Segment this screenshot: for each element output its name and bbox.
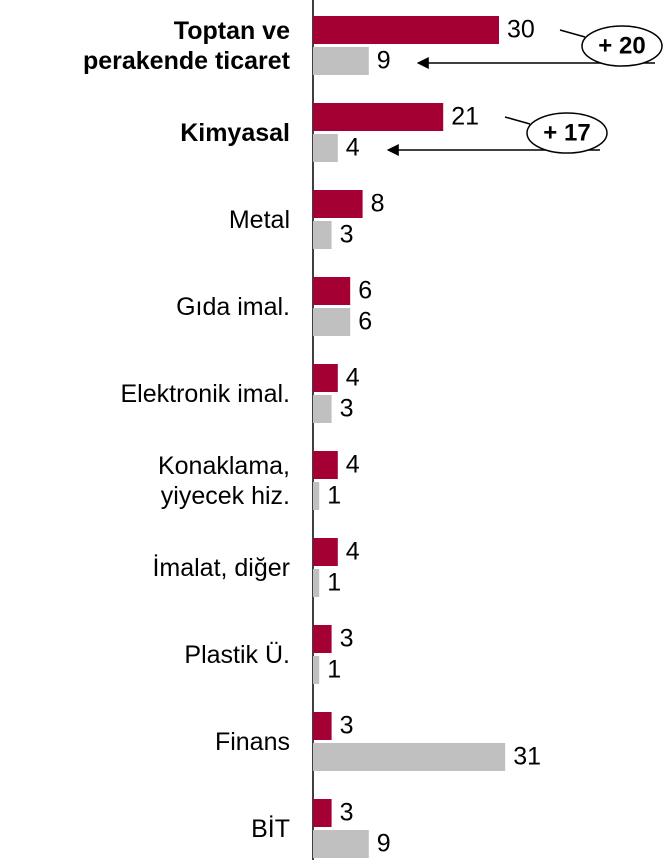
- category-label: Konaklama, yiyecek hiz.: [157, 452, 290, 510]
- bar: [313, 712, 332, 740]
- value-label: 8: [371, 190, 385, 218]
- bar: [313, 656, 320, 684]
- value-label: 21: [451, 103, 479, 131]
- annotation-bubble: [581, 25, 663, 67]
- bar: [313, 625, 332, 653]
- value-label: 1: [327, 656, 341, 684]
- bar: [313, 743, 506, 771]
- bar: [313, 190, 363, 218]
- category-label: Kimyasal: [180, 119, 290, 147]
- value-label: 3: [340, 799, 354, 827]
- annotation-line: [559, 29, 586, 38]
- bar: [313, 16, 499, 44]
- value-label: 3: [340, 625, 354, 653]
- annotation-bubble: [526, 112, 608, 154]
- bar: [313, 103, 444, 131]
- value-label: 4: [346, 451, 360, 479]
- value-label: 30: [507, 16, 535, 44]
- bar: [313, 830, 369, 858]
- bar: [313, 277, 351, 305]
- value-label: 4: [346, 538, 360, 566]
- bar: [313, 395, 332, 423]
- value-label: 6: [358, 308, 372, 336]
- value-label: 3: [340, 712, 354, 740]
- category-label: Gıda imal.: [176, 293, 290, 321]
- value-label: 1: [327, 482, 341, 510]
- annotation-line: [504, 116, 531, 125]
- category-label: BİT: [251, 815, 290, 843]
- bar: [313, 538, 338, 566]
- category-label: Plastik Ü.: [184, 641, 290, 669]
- value-label: 31: [513, 743, 541, 771]
- bar: [313, 482, 320, 510]
- value-label: 1: [327, 569, 341, 597]
- bar: [313, 364, 338, 392]
- category-label: Toptan ve perakende ticaret: [82, 17, 290, 75]
- bar: [313, 47, 369, 75]
- category-label: Elektronik imal.: [120, 380, 291, 408]
- value-label: 6: [358, 277, 372, 305]
- value-label: 4: [346, 364, 360, 392]
- value-label: 3: [340, 395, 354, 423]
- category-label: Metal: [228, 206, 290, 234]
- category-label: İmalat, diğer: [152, 554, 290, 582]
- value-label: 4: [346, 134, 360, 162]
- bar: [313, 308, 351, 336]
- value-label: 9: [377, 47, 391, 75]
- value-label: 3: [340, 221, 354, 249]
- bar: [313, 799, 332, 827]
- bar: [313, 221, 332, 249]
- annotation: + 17: [543, 119, 590, 146]
- category-label: Finans: [214, 728, 290, 756]
- bar: [313, 134, 338, 162]
- bar: [313, 451, 338, 479]
- bar: [313, 569, 320, 597]
- annotation: + 20: [598, 32, 645, 59]
- value-label: 9: [377, 830, 391, 858]
